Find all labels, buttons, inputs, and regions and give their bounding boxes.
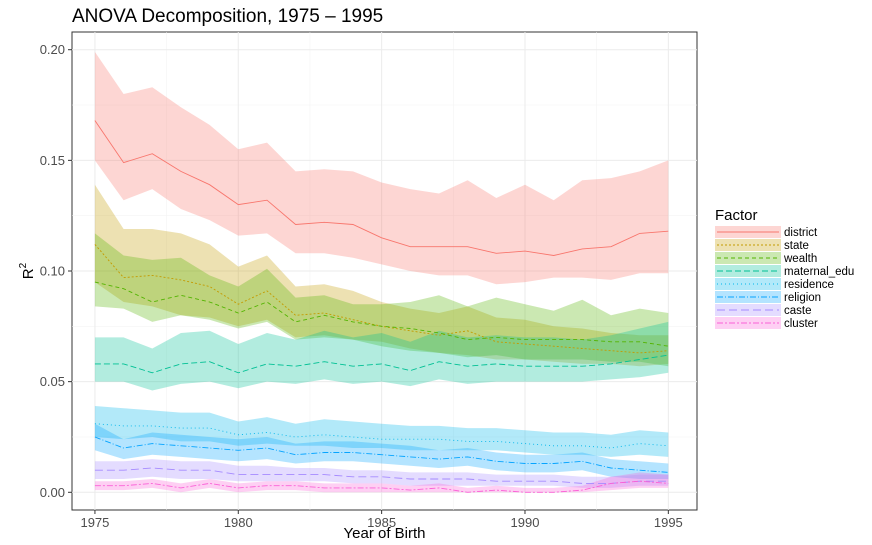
- chart-title: ANOVA Decomposition, 1975 – 1995: [72, 6, 383, 27]
- legend-label-caste: caste: [784, 305, 812, 317]
- band-residence: [94, 406, 669, 457]
- y-tick-label: 0.15: [40, 153, 65, 168]
- band-wealth: [94, 233, 669, 367]
- grid-lines: [72, 32, 697, 510]
- x-tick-label: 1990: [511, 515, 540, 530]
- line-residence: [94, 423, 669, 449]
- legend-key-cluster: [715, 317, 781, 329]
- legend-key-residence: [715, 278, 781, 290]
- band-maternal_edu: [94, 321, 669, 391]
- legend-label-cluster: cluster: [784, 318, 818, 330]
- legend-label-district: district: [784, 227, 818, 239]
- line-wealth: [94, 281, 669, 347]
- y-tick-label: 0.05: [40, 374, 65, 389]
- legend-title: Factor: [715, 207, 758, 224]
- legend-label-religion: religion: [784, 292, 821, 304]
- y-axis-title-base: R: [20, 268, 37, 279]
- x-tick-label: 1975: [80, 515, 109, 530]
- confidence-bands: [94, 51, 669, 493]
- line-religion: [94, 436, 669, 473]
- x-axis-title: Year of Birth: [344, 525, 426, 542]
- band-cluster: [94, 472, 669, 493]
- legend-item-caste: caste: [715, 304, 812, 317]
- x-tick-label: 1980: [224, 515, 253, 530]
- band-caste: [94, 459, 669, 488]
- legend-item-maternal_edu: maternal_edu: [715, 265, 854, 278]
- legend-item-residence: residence: [715, 278, 834, 291]
- band-district: [94, 51, 669, 285]
- y-axis-title-superscript: 2: [18, 262, 29, 268]
- x-tick-label: 1985: [367, 515, 396, 530]
- legend-item-district: district: [715, 226, 818, 239]
- band-state: [94, 184, 669, 367]
- line-cluster: [94, 480, 669, 493]
- y-axis-ticks: 0.00 0.05 0.10 0.15 0.20: [40, 42, 72, 500]
- legend-item-state: state: [715, 239, 809, 252]
- x-axis-ticks: 1975 1980 1985 1990 1995: [80, 510, 683, 530]
- y-tick-label: 0.20: [40, 42, 65, 57]
- series-lines: [94, 120, 669, 493]
- legend-item-cluster: cluster: [715, 317, 818, 330]
- x-tick-label: 1995: [654, 515, 683, 530]
- y-tick-label: 0.10: [40, 264, 65, 279]
- y-axis-title: R2: [18, 262, 37, 279]
- legend: districtstatewealthmaternal_eduresidence…: [715, 226, 854, 330]
- line-maternal_edu: [94, 354, 669, 374]
- legend-label-residence: residence: [784, 279, 834, 291]
- legend-item-religion: religion: [715, 291, 821, 304]
- y-tick-label: 0.00: [40, 485, 65, 500]
- legend-label-state: state: [784, 240, 809, 252]
- line-district: [94, 120, 669, 256]
- legend-item-wealth: wealth: [715, 252, 817, 265]
- legend-label-maternal_edu: maternal_edu: [784, 266, 854, 278]
- legend-label-wealth: wealth: [783, 253, 817, 265]
- legend-key-state: [715, 239, 781, 251]
- band-religion: [94, 423, 669, 479]
